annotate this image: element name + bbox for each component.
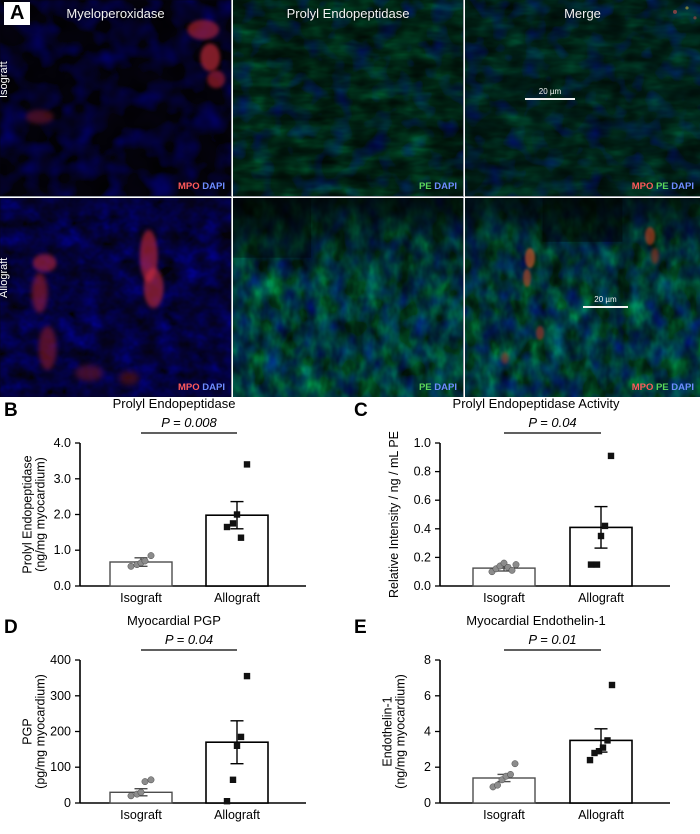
svg-text:0: 0: [64, 796, 71, 810]
svg-text:8: 8: [424, 653, 431, 667]
svg-text:200: 200: [50, 725, 71, 739]
svg-text:Prolyl Endopeptidase: Prolyl Endopeptidase: [21, 455, 35, 573]
svg-text:PGP: PGP: [21, 718, 35, 744]
svg-text:0: 0: [424, 796, 431, 810]
svg-text:Endothelin-1: Endothelin-1: [381, 696, 395, 766]
svg-text:1.0: 1.0: [414, 436, 431, 450]
svg-text:P = 0.04: P = 0.04: [165, 632, 213, 647]
svg-text:0.0: 0.0: [54, 579, 71, 593]
svg-text:D: D: [4, 617, 18, 638]
svg-text:400: 400: [50, 653, 71, 667]
svg-text:0.0: 0.0: [414, 579, 431, 593]
svg-text:0.4: 0.4: [414, 522, 431, 536]
svg-text:E: E: [354, 617, 367, 638]
svg-text:C: C: [354, 400, 368, 421]
svg-text:100: 100: [50, 760, 71, 774]
svg-text:4: 4: [424, 725, 431, 739]
svg-text:0.8: 0.8: [414, 465, 431, 479]
svg-text:Myocardial Endothelin-1: Myocardial Endothelin-1: [466, 614, 605, 628]
svg-text:Allograft: Allograft: [578, 808, 624, 822]
svg-text:(pg/mg myocardium): (pg/mg myocardium): [34, 674, 48, 789]
svg-text:Relative Intensity / ng / mL P: Relative Intensity / ng / mL PE: [387, 431, 401, 598]
svg-text:(ng/mg myocardium): (ng/mg myocardium): [34, 457, 48, 572]
svg-text:Allograft: Allograft: [578, 591, 624, 605]
svg-text:2.0: 2.0: [54, 508, 71, 522]
svg-text:0.2: 0.2: [414, 550, 431, 564]
svg-text:Isograft: Isograft: [483, 591, 525, 605]
svg-text:4.0: 4.0: [54, 436, 71, 450]
svg-text:Allograft: Allograft: [214, 591, 260, 605]
svg-text:(ng/mg myocardium): (ng/mg myocardium): [394, 674, 408, 789]
svg-text:0.6: 0.6: [414, 493, 431, 507]
svg-text:P = 0.01: P = 0.01: [528, 632, 576, 647]
svg-text:Isograft: Isograft: [120, 808, 162, 822]
svg-text:P = 0.04: P = 0.04: [528, 415, 576, 430]
svg-text:B: B: [4, 400, 18, 421]
svg-text:Prolyl Endopeptidase: Prolyl Endopeptidase: [113, 397, 236, 411]
svg-text:Prolyl Endopeptidase Activity: Prolyl Endopeptidase Activity: [453, 397, 620, 411]
svg-text:Allograft: Allograft: [214, 808, 260, 822]
svg-text:Isograft: Isograft: [120, 591, 162, 605]
svg-text:300: 300: [50, 689, 71, 703]
svg-text:1.0: 1.0: [54, 543, 71, 557]
svg-text:6: 6: [424, 689, 431, 703]
svg-text:3.0: 3.0: [54, 472, 71, 486]
svg-text:Isograft: Isograft: [483, 808, 525, 822]
svg-text:2: 2: [424, 760, 431, 774]
svg-text:Myocardial PGP: Myocardial PGP: [127, 614, 221, 628]
svg-text:P = 0.008: P = 0.008: [161, 415, 217, 430]
